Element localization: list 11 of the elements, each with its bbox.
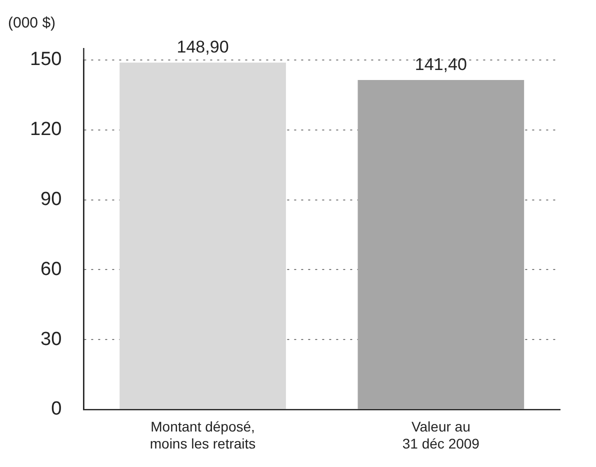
y-tick-label: 150 [30,49,62,70]
x-tick-label: Valeur au 31 déc 2009 [402,418,480,452]
y-axis-title: (000 $) [8,14,56,32]
y-tick-label: 120 [30,119,62,140]
y-tick-label: 30 [40,328,62,350]
data-label: 141,40 [414,55,467,74]
data-label: 148,90 [176,38,229,57]
x-tick-label: Montant déposé, moins les retraits [150,418,256,452]
y-tick-label: 60 [40,258,62,280]
y-tick-label: 90 [40,188,62,210]
y-tick-label: 0 [51,398,62,420]
